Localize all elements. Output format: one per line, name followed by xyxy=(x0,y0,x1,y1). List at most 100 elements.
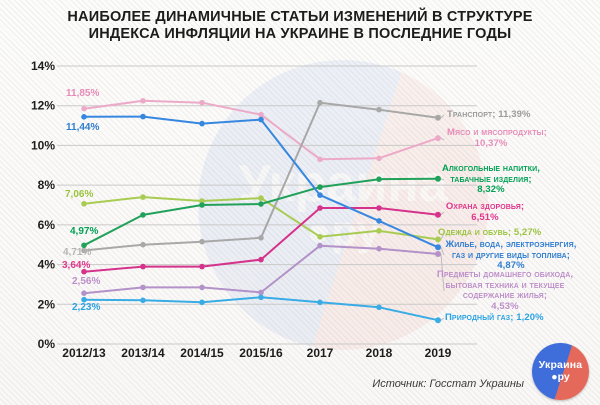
series-point-1-3 xyxy=(258,111,264,118)
chart-title-line1: НАИБОЛЕЕ ДИНАМИЧНЫЕ СТАТЬИ ИЗМЕНЕНИЙ В С… xyxy=(67,9,533,25)
series-line-7 xyxy=(83,296,439,322)
series-end-label-6-line0: Предметы домашнего обихода, xyxy=(436,269,574,280)
series-point-7-5 xyxy=(376,304,382,311)
series-point-2-6 xyxy=(435,175,441,182)
series-point-4-5 xyxy=(376,228,382,234)
series-point-3-2 xyxy=(199,263,205,270)
series-point-7-3 xyxy=(258,294,264,301)
series-point-2-2 xyxy=(199,202,205,208)
series-start-value-5: 11,44% xyxy=(66,122,100,133)
series-point-3-1 xyxy=(140,263,146,270)
series-point-0-0 xyxy=(81,247,87,254)
series-point-7-2 xyxy=(199,299,205,306)
series-end-label-1: Мясо и мясопродукты; 10,37% xyxy=(447,127,547,149)
series-point-1-5 xyxy=(376,155,382,162)
leader-line-0 xyxy=(440,114,445,119)
series-line-5 xyxy=(83,115,439,249)
series-point-1-4 xyxy=(317,156,323,163)
series-end-label-6: Предметы домашнего обихода, бытовая техни… xyxy=(432,269,578,312)
series-point-7-4 xyxy=(317,299,323,306)
x-axis-tick-2019: 2019 xyxy=(425,346,452,360)
leader-line-3 xyxy=(440,211,445,216)
series-end-label-1-line0: Мясо и мясопродукты; xyxy=(447,127,547,138)
series-start-value-6: 2,56% xyxy=(72,276,101,287)
series-point-3-0 xyxy=(81,268,87,275)
series-point-3-5 xyxy=(376,205,382,211)
series-point-0-3 xyxy=(258,235,264,241)
series-end-label-0-line0: Транспорт; 11,39% xyxy=(447,109,531,120)
series-end-label-2: Алкогольные напитки, табачные изделия; 8,3… xyxy=(438,163,544,196)
y-axis-tick-14%: 14% xyxy=(31,59,55,73)
series-start-value-4: 7,06% xyxy=(65,189,94,200)
series-point-6-1 xyxy=(140,284,146,291)
series-point-6-3 xyxy=(258,289,264,296)
y-axis-tick-8%: 8% xyxy=(38,178,56,192)
leader-line-7 xyxy=(440,317,445,321)
series-point-1-0 xyxy=(81,105,87,112)
leader-line-2 xyxy=(440,178,445,181)
series-end-label-5-line1: газ и другие виды топлива; xyxy=(451,249,571,261)
series-end-label-4-line0: Одежда и обувь; 5,27% xyxy=(438,227,542,238)
series-point-4-6 xyxy=(435,236,441,243)
series-end-label-5: Жилье, вода, электроэнергия, газ и другие… xyxy=(444,239,578,272)
series-point-1-6 xyxy=(435,135,441,142)
source-note: Источник: Госстат Украины xyxy=(372,378,524,390)
series-start-value-0: 4,71% xyxy=(63,247,92,258)
series-point-2-3 xyxy=(258,201,264,207)
series-point-3-3 xyxy=(258,256,264,263)
series-point-3-6 xyxy=(435,211,441,218)
chart-title-line2: ИНДЕКСА ИНФЛЯЦИИ НА УКРАИНЕ В ПОСЛЕДНИЕ … xyxy=(88,26,512,43)
series-point-0-1 xyxy=(140,241,146,248)
series-end-label-5-line2: 4,87% xyxy=(497,260,525,271)
leader-line-5 xyxy=(440,247,445,256)
series-point-2-1 xyxy=(140,212,146,218)
series-point-4-0 xyxy=(81,201,87,207)
series-point-1-1 xyxy=(140,98,146,104)
leader-line-1 xyxy=(440,137,445,141)
series-end-label-6-line3: 4,53% xyxy=(491,300,519,312)
x-axis-tick-2017: 2017 xyxy=(307,346,334,360)
series-end-label-5-line0: Жилье, вода, электроэнергия, xyxy=(445,239,577,250)
series-point-4-4 xyxy=(317,234,323,240)
y-axis-tick-10%: 10% xyxy=(31,138,55,152)
series-end-label-2-line0: Алкогольные напитки, xyxy=(441,163,541,174)
series-end-label-3: Охрана здоровья; 6,51% xyxy=(441,201,529,223)
y-axis-tick-0%: 0% xyxy=(38,337,56,351)
series-point-5-1 xyxy=(140,113,146,120)
series-end-label-6-line2: содержание жилья; xyxy=(462,290,548,301)
series-point-7-1 xyxy=(140,297,146,304)
series-point-5-3 xyxy=(258,116,264,123)
series-start-value-2: 4,97% xyxy=(70,226,99,237)
series-end-label-2-line2: 8,32% xyxy=(477,184,505,195)
series-point-5-6 xyxy=(435,244,441,251)
series-point-6-2 xyxy=(199,284,205,291)
x-axis-tick-2013/14: 2013/14 xyxy=(121,346,165,360)
x-axis-tick-2012/13: 2012/13 xyxy=(62,346,106,360)
y-axis-tick-6%: 6% xyxy=(38,218,56,232)
series-end-label-3-line1: 6,51% xyxy=(471,211,499,223)
series-point-7-6 xyxy=(435,317,441,324)
series-end-label-7-line0: Природный газ; 1,20% xyxy=(445,312,544,323)
series-start-value-3: 3,64% xyxy=(62,260,91,271)
y-axis-tick-2%: 2% xyxy=(38,297,56,311)
series-end-label-2-line1: табачные изделия; xyxy=(450,173,532,185)
series-point-6-0 xyxy=(81,290,87,297)
series-end-label-0: Транспорт; 11,39% xyxy=(447,109,531,121)
series-point-4-1 xyxy=(140,194,146,200)
logo-text-line2: ●ру xyxy=(551,370,570,383)
series-point-4-3 xyxy=(258,195,264,201)
series-point-5-2 xyxy=(199,120,205,127)
series-point-6-5 xyxy=(376,245,382,252)
series-end-label-1-line1: 10,37% xyxy=(474,137,508,149)
series-point-2-5 xyxy=(376,176,382,182)
ukraina-ru-logo: Украина ●ру xyxy=(532,343,589,400)
series-point-3-4 xyxy=(317,205,323,211)
series-point-7-0 xyxy=(81,296,87,303)
series-point-4-2 xyxy=(199,198,205,204)
x-axis-tick-2018: 2018 xyxy=(366,346,393,360)
series-point-5-4 xyxy=(317,192,323,198)
series-point-1-2 xyxy=(199,99,205,106)
series-end-label-4: Одежда и обувь; 5,27% xyxy=(438,227,542,239)
